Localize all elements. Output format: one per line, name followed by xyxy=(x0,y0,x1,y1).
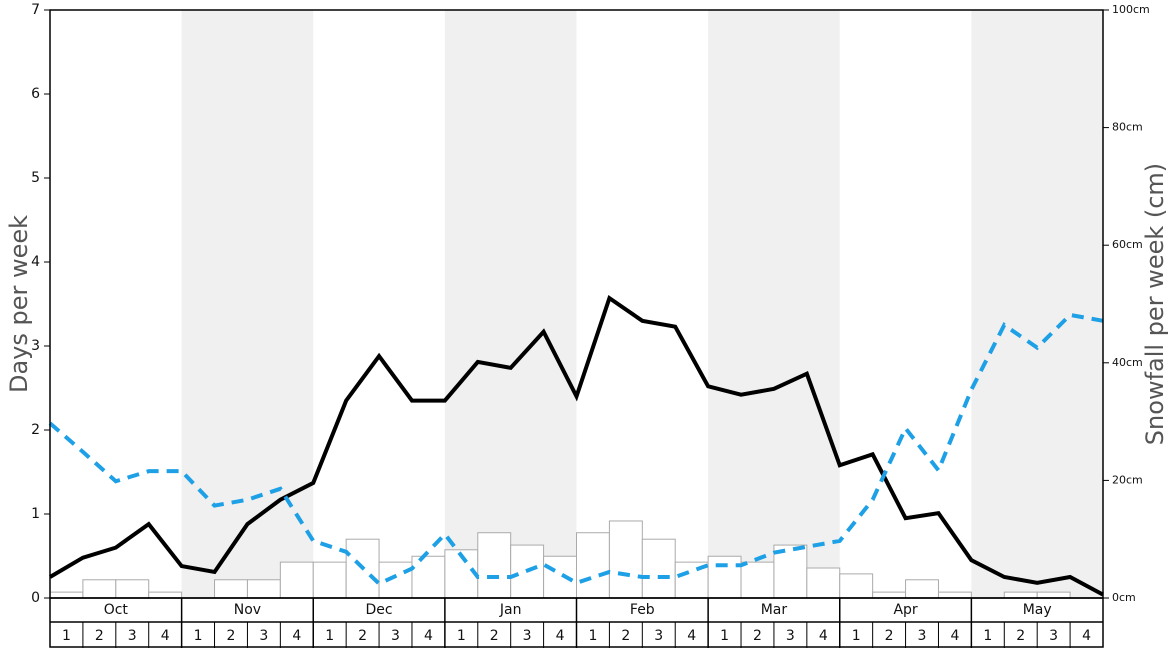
week-label: 4 xyxy=(424,628,433,644)
week-label: 2 xyxy=(621,628,630,644)
bar xyxy=(740,561,775,599)
bar xyxy=(608,520,643,599)
week-label: 3 xyxy=(1049,628,1058,644)
month-label: Apr xyxy=(893,602,917,618)
week-label: 3 xyxy=(786,628,795,644)
y-tick-label: 3 xyxy=(31,338,40,354)
bar xyxy=(872,591,907,599)
y-tick-label: 1 xyxy=(31,506,40,522)
week-label: 4 xyxy=(1082,628,1091,644)
y-tick-label: 7 xyxy=(31,2,40,18)
week-label: 1 xyxy=(325,628,334,644)
week-label: 4 xyxy=(819,628,828,644)
y-tick-label: 4 xyxy=(31,254,40,270)
y-tick-label: 0 xyxy=(31,590,40,606)
month-band xyxy=(444,10,577,598)
week-label: 2 xyxy=(1016,628,1025,644)
month-label: Feb xyxy=(630,602,655,618)
week-label: 1 xyxy=(62,628,71,644)
bar xyxy=(839,573,874,599)
y-tick-label: 2 xyxy=(31,422,40,438)
bar xyxy=(806,567,841,599)
y-tick-label: 6 xyxy=(31,86,40,102)
month-band xyxy=(971,10,1103,598)
week-label: 1 xyxy=(983,628,992,644)
bar xyxy=(115,579,150,599)
week-label: 2 xyxy=(358,628,367,644)
week-label: 3 xyxy=(128,628,137,644)
week-label: 1 xyxy=(194,628,203,644)
bar xyxy=(1003,591,1038,599)
bar xyxy=(937,591,972,599)
month-band xyxy=(181,10,314,598)
bar xyxy=(312,561,347,599)
week-label: 4 xyxy=(292,628,301,644)
week-label: 4 xyxy=(950,628,959,644)
week-label: 1 xyxy=(457,628,466,644)
month-label: Mar xyxy=(761,602,788,618)
bar xyxy=(49,591,84,599)
week-label: 3 xyxy=(918,628,927,644)
month-label: Jan xyxy=(499,602,522,618)
bar xyxy=(1036,591,1071,599)
week-label: 3 xyxy=(391,628,400,644)
y2-axis-label: Snowfall per week (cm) xyxy=(1141,163,1168,445)
y-tick-label: 5 xyxy=(31,170,40,186)
week-label: 1 xyxy=(720,628,729,644)
bar xyxy=(246,579,281,599)
bar xyxy=(641,538,676,599)
week-label: 1 xyxy=(588,628,597,644)
bar xyxy=(576,532,610,599)
line-series xyxy=(48,294,1104,597)
week-label: 1 xyxy=(852,628,861,644)
week-label: 2 xyxy=(227,628,236,644)
week-label: 2 xyxy=(490,628,499,644)
bar xyxy=(477,532,512,599)
week-label: 3 xyxy=(523,628,532,644)
y2-tick-label: 80cm xyxy=(1112,121,1143,134)
y2-tick-label: 40cm xyxy=(1112,356,1143,369)
bar xyxy=(411,555,446,599)
week-label: 2 xyxy=(95,628,104,644)
month-band xyxy=(708,10,840,598)
bar xyxy=(543,555,577,599)
month-label: May xyxy=(1023,602,1052,618)
week-label: 4 xyxy=(161,628,170,644)
y2-tick-label: 20cm xyxy=(1112,473,1143,486)
month-label: Oct xyxy=(104,602,129,618)
week-label: 3 xyxy=(259,628,268,644)
bar xyxy=(214,579,248,599)
month-label: Nov xyxy=(234,602,261,618)
week-label: 2 xyxy=(753,628,762,644)
week-label: 2 xyxy=(885,628,894,644)
y2-tick-label: 0cm xyxy=(1112,591,1136,604)
y2-tick-label: 60cm xyxy=(1112,238,1143,251)
week-label: 4 xyxy=(556,628,565,644)
bar xyxy=(905,579,939,599)
bar xyxy=(148,591,183,599)
bar xyxy=(82,579,117,599)
month-label: Dec xyxy=(366,602,393,618)
y2-tick-label: 100cm xyxy=(1112,3,1150,16)
week-label: 3 xyxy=(654,628,663,644)
y-axis-label: Days per week xyxy=(5,215,33,393)
bar xyxy=(707,555,742,599)
week-label: 4 xyxy=(687,628,696,644)
bar xyxy=(279,561,314,599)
bar xyxy=(378,561,413,599)
